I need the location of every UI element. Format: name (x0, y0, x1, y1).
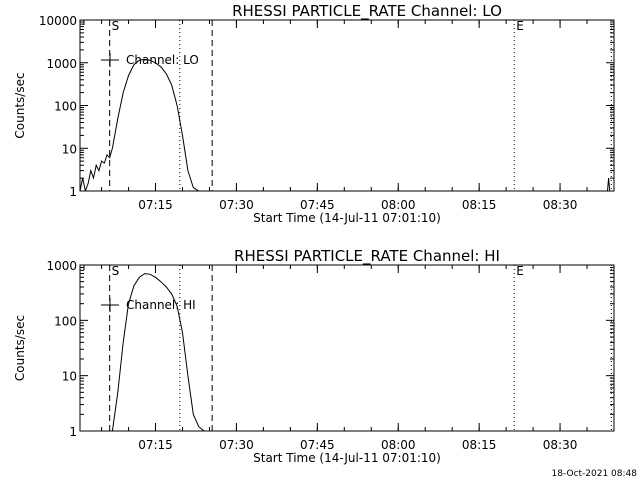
chart-title: RHESSI PARTICLE_RATE Channel: LO (232, 2, 502, 21)
marker-label-e: E (516, 19, 524, 33)
chart-panel-lo: RHESSI PARTICLE_RATE Channel: LO 1 10 100 10… (13, 2, 615, 225)
series-line-lo (607, 178, 611, 191)
y-tick-label: 100 (54, 100, 77, 114)
plot-frame (79, 264, 615, 432)
y-tick-label: 10 (62, 142, 77, 156)
x-tick-label: 07:45 (300, 198, 335, 212)
footer-timestamp: 18-Oct-2021 08:48 (552, 469, 638, 479)
x-tick-label: 07:45 (300, 438, 335, 452)
y-tick-label: 10 (62, 370, 77, 384)
legend-label: Channel: LO (126, 53, 199, 67)
marker-label-s: S (112, 264, 120, 278)
marker-label-s: S (112, 19, 120, 33)
x-tick-label: 07:30 (219, 198, 254, 212)
marker-label-e: E (516, 264, 524, 278)
x-tick-label: 08:15 (462, 438, 497, 452)
y-tick-label: 1 (69, 185, 77, 199)
x-tick-label: 07:15 (138, 438, 173, 452)
x-tick-label: 08:30 (543, 198, 578, 212)
chart-panel-hi: RHESSI PARTICLE_RATE Channel: HI 1 10 100 10… (13, 247, 615, 465)
x-axis-label: Start Time (14-Jul-11 07:01:10) (253, 451, 441, 465)
x-tick-label: 07:15 (138, 198, 173, 212)
y-tick-label: 1000 (46, 57, 77, 71)
y-tick-label: 1000 (46, 259, 77, 273)
plot-frame (79, 19, 615, 192)
x-tick-label: 08:30 (543, 438, 578, 452)
series-line-hi (111, 273, 207, 431)
y-tick-label: 1 (69, 425, 77, 439)
x-tick-label: 08:00 (381, 438, 416, 452)
y-tick-label: 100 (54, 314, 77, 328)
chart-title: RHESSI PARTICLE_RATE Channel: HI (234, 247, 500, 266)
legend-label: Channel: HI (126, 298, 196, 312)
x-axis-label: Start Time (14-Jul-11 07:01:10) (253, 211, 441, 225)
x-tick-label: 08:15 (462, 198, 497, 212)
series-line-lo (80, 58, 207, 191)
y-tick-label: 10000 (39, 14, 77, 28)
y-axis-label: Counts/sec (13, 72, 27, 138)
y-axis-label: Counts/sec (13, 315, 27, 381)
x-tick-label: 08:00 (381, 198, 416, 212)
x-tick-label: 07:30 (219, 438, 254, 452)
